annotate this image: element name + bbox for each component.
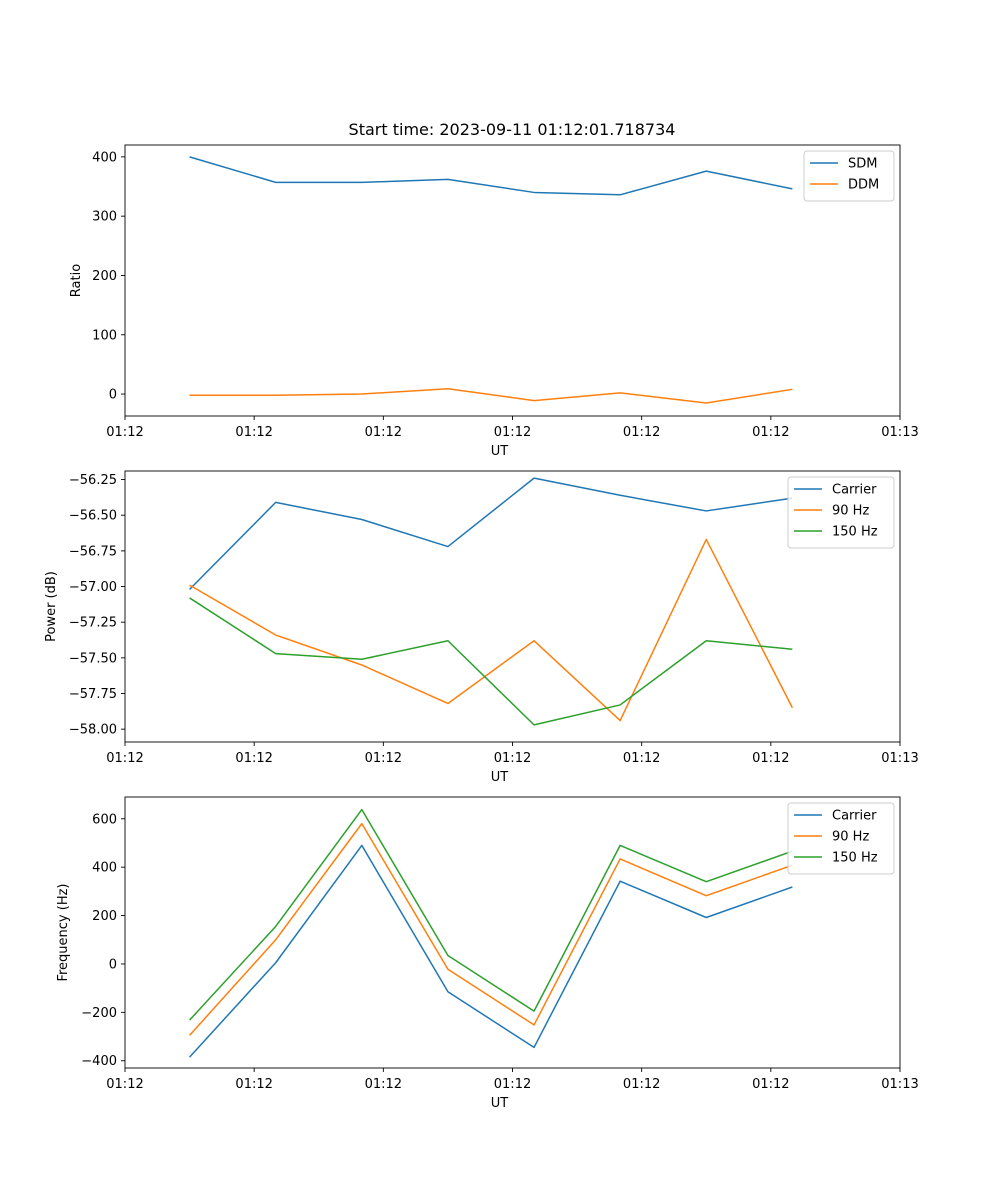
legend: SDM DDM	[803, 150, 895, 202]
x-tick-label: 01:13	[881, 425, 918, 440]
y-tick-label: −58.00	[69, 723, 117, 738]
x-tick-label: 01:12	[494, 425, 531, 440]
y-tick-label: 100	[92, 328, 117, 343]
y-tick-label: −400	[81, 1054, 117, 1069]
legend-label: SDM	[848, 157, 877, 172]
x-tick-label: 01:13	[881, 751, 918, 766]
x-tick-label: 01:12	[235, 425, 272, 440]
y-tick-label: 300	[92, 210, 117, 225]
y-tick-label: −57.25	[69, 616, 117, 631]
panels: 01:12 01:12 01:12 01:12 01:12 01:12 01:13 0 100 2…	[44, 144, 919, 1111]
x-tick-label: 01:12	[623, 751, 660, 766]
y-tick-label: −57.75	[69, 687, 117, 702]
y-tick-label: −57.00	[69, 580, 117, 595]
series-line-90-hz	[189, 538, 794, 722]
x-tick-label: 01:12	[106, 425, 143, 440]
y-tick-label: −56.75	[69, 544, 117, 559]
x-axis-label: UT	[491, 1096, 509, 1111]
x-tick-label: 01:12	[365, 1077, 402, 1092]
y-tick-label: −57.50	[69, 651, 117, 666]
x-tick-label: 01:12	[752, 425, 789, 440]
series-line-ddm	[189, 387, 793, 404]
x-tick-label: 01:12	[365, 425, 402, 440]
y-tick-label: 400	[92, 150, 117, 165]
series-line-90-hz	[189, 822, 793, 1036]
x-tick-label: 01:12	[494, 751, 531, 766]
series-line-carrier	[189, 477, 793, 590]
x-tick-label: 01:12	[106, 1077, 143, 1092]
legend-label: Carrier	[832, 483, 877, 498]
chart-panel-2: 01:12 01:12 01:12 01:12 01:12 01:12 01:13 −58.0…	[44, 470, 919, 785]
legend: Carrier 90 Hz 150 Hz	[787, 476, 895, 549]
legend-label: 90 Hz	[832, 504, 869, 519]
y-tick-label: 400	[92, 861, 117, 876]
x-tick-label: 01:12	[235, 751, 272, 766]
x-tick-label: 01:12	[752, 751, 789, 766]
x-tick-label: 01:12	[365, 751, 402, 766]
x-tick-label: 01:12	[494, 1077, 531, 1092]
y-axis-label: Ratio	[69, 264, 84, 297]
series-line-150-hz	[189, 808, 793, 1021]
y-tick-label: −200	[81, 1006, 117, 1021]
legend-label: Carrier	[832, 809, 877, 824]
x-axis-label: UT	[491, 444, 509, 459]
figure-title: Start time: 2023-09-11 01:12:01.718734	[349, 120, 676, 139]
x-tick-label: 01:12	[752, 1077, 789, 1092]
x-tick-label: 01:12	[106, 751, 143, 766]
chart-panel-1: 01:12 01:12 01:12 01:12 01:12 01:12 01:13 0 100 2…	[69, 144, 919, 459]
x-tick-label: 01:12	[235, 1077, 272, 1092]
series-line-150-hz	[189, 597, 793, 726]
x-axis-label: UT	[491, 770, 509, 785]
y-axis-label: Frequency (Hz)	[56, 883, 71, 981]
legend-label: DDM	[848, 178, 879, 193]
x-tick-label: 01:12	[623, 425, 660, 440]
legend-label: 90 Hz	[832, 830, 869, 845]
y-tick-label: 600	[92, 812, 117, 827]
legend-label: 150 Hz	[832, 851, 878, 866]
y-tick-label: −56.25	[69, 473, 117, 488]
x-tick-label: 01:13	[881, 1077, 918, 1092]
y-tick-label: 0	[109, 388, 117, 403]
y-tick-label: −56.50	[69, 509, 117, 524]
y-tick-label: 200	[92, 269, 117, 284]
series-line-carrier	[189, 844, 793, 1058]
x-tick-label: 01:12	[623, 1077, 660, 1092]
legend-label: 150 Hz	[832, 525, 878, 540]
y-tick-label: 200	[92, 909, 117, 924]
legend: Carrier 90 Hz 150 Hz	[787, 802, 895, 875]
series-line-sdm	[189, 156, 793, 196]
chart-panel-3: 01:12 01:12 01:12 01:12 01:12 01:12 01:13 −400 −…	[56, 796, 919, 1111]
y-axis-label: Power (dB)	[44, 571, 59, 642]
y-tick-label: 0	[109, 957, 117, 972]
